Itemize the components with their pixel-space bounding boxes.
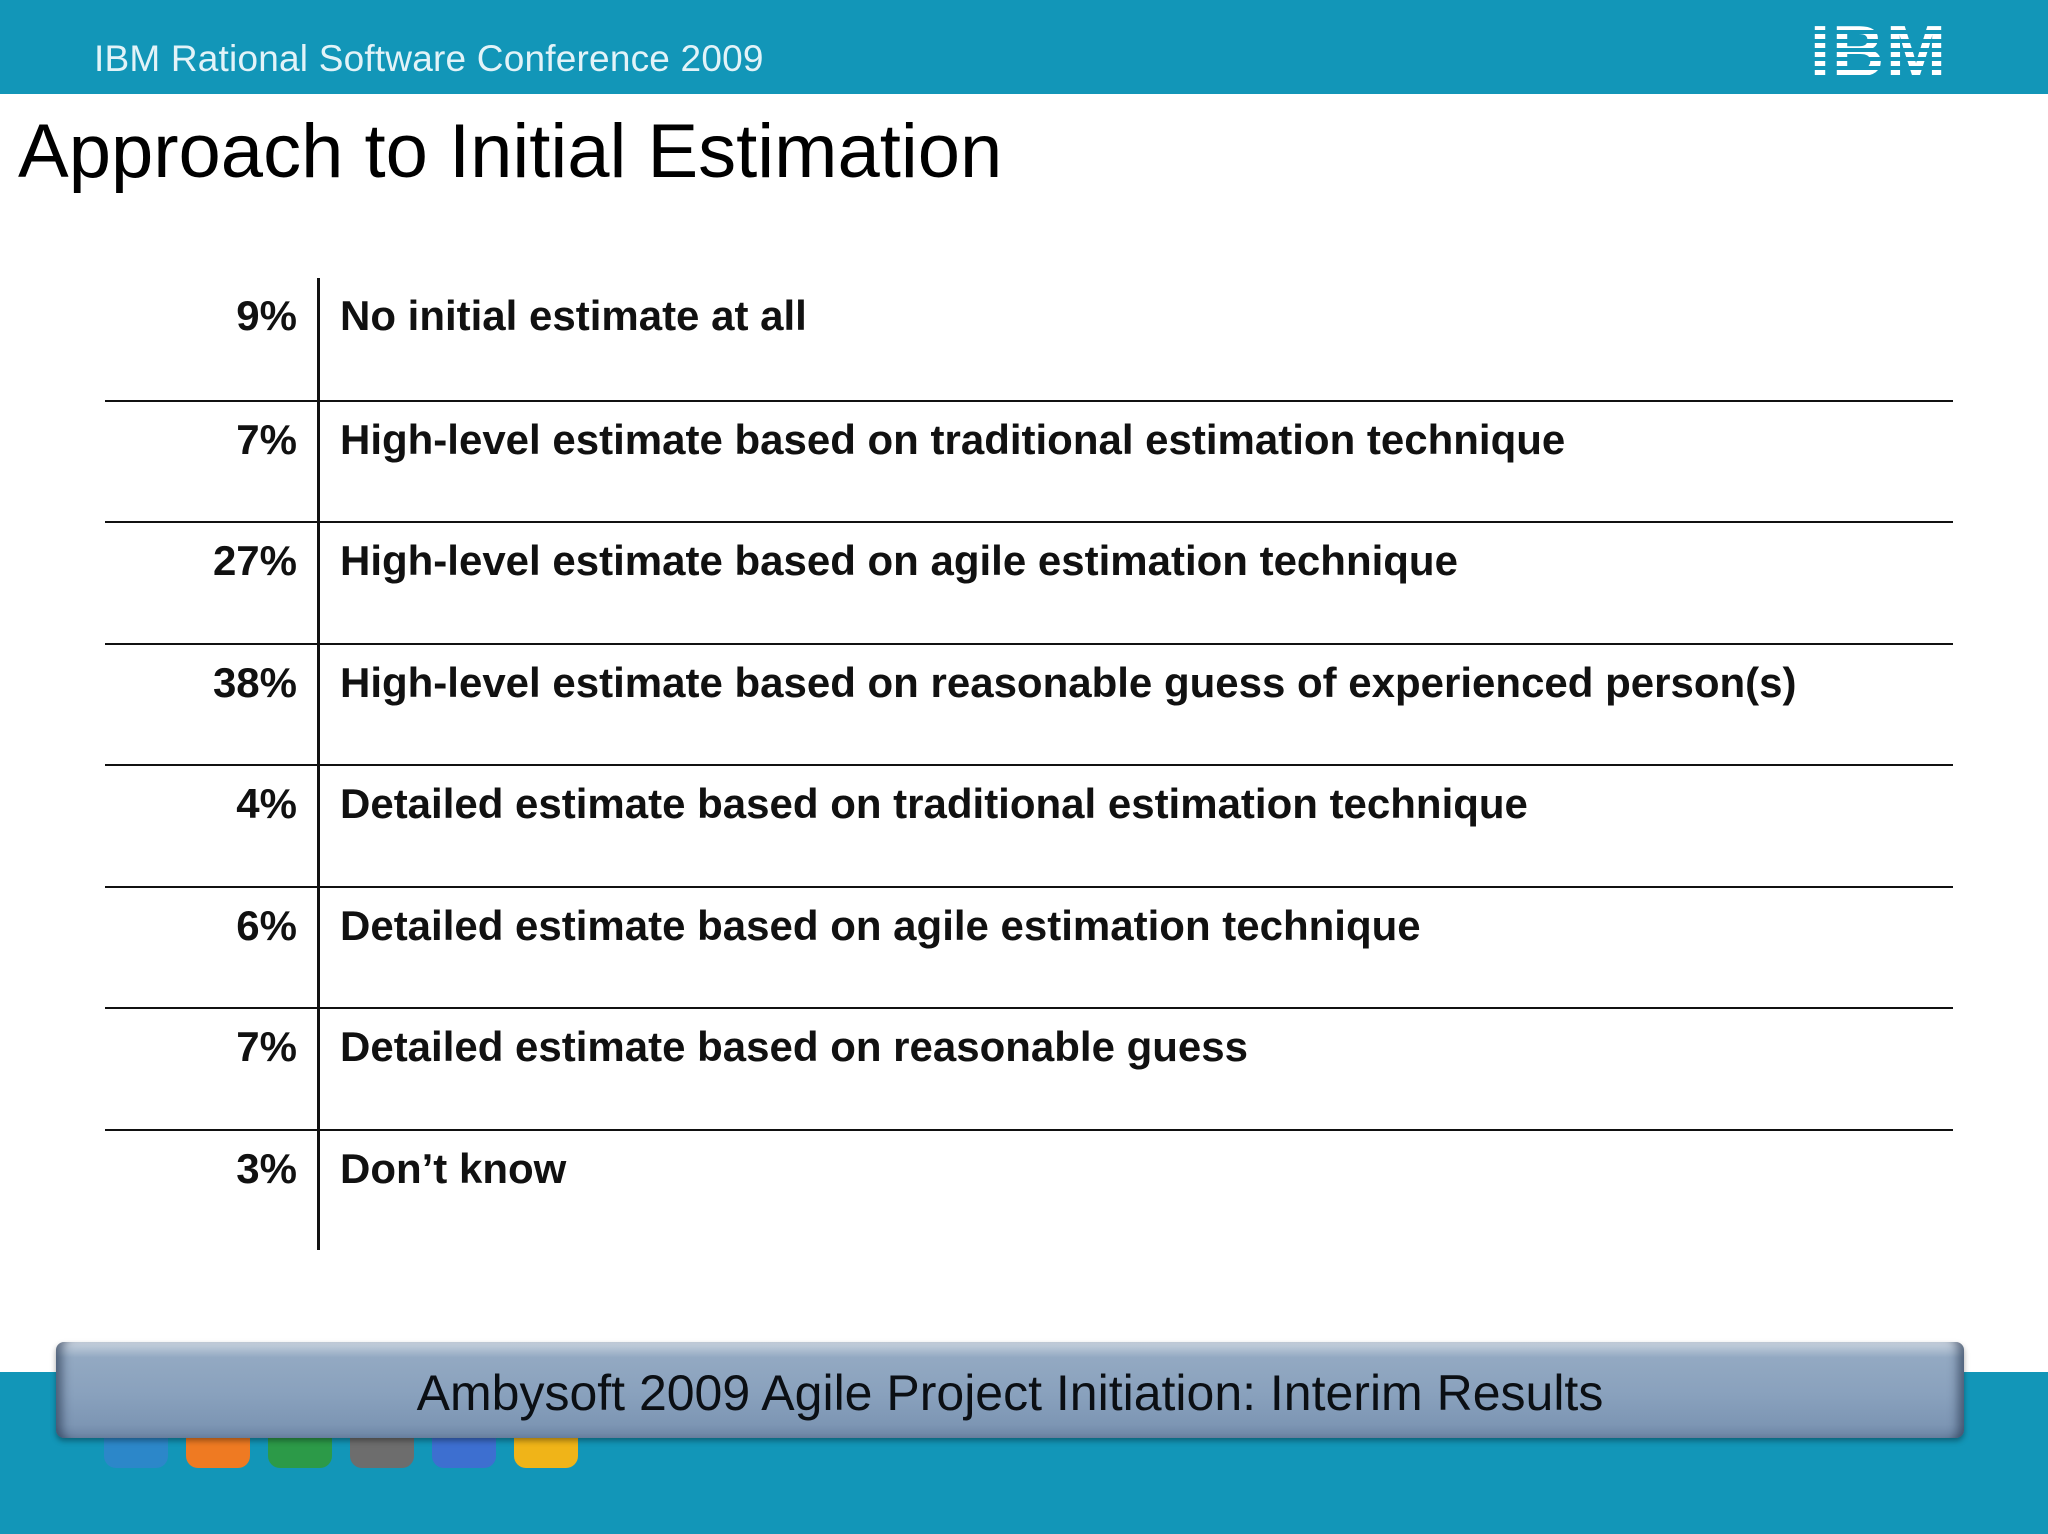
result-percent: 4% [236, 780, 297, 827]
result-label: Detailed estimate based on reasonable gu… [340, 1023, 1249, 1070]
result-row: 6% Detailed estimate based on agile estim… [105, 885, 1953, 1008]
header-bar: IBM Rational Software Conference 2009 IB… [0, 0, 2048, 94]
result-label: No initial estimate at all [340, 292, 807, 339]
result-percent: 9% [236, 292, 297, 339]
ibm-logo: IBM [1810, 16, 1948, 80]
conference-title: IBM Rational Software Conference 2009 [94, 38, 764, 79]
result-row: 3% Don’t know [105, 1128, 1953, 1251]
column-divider [317, 278, 320, 1250]
result-label: Detailed estimate based on traditional e… [340, 780, 1528, 827]
result-label: Don’t know [340, 1144, 567, 1192]
result-percent: 7% [236, 1023, 297, 1070]
footer-banner: Ambysoft 2009 Agile Project Initiation: … [56, 1342, 1964, 1438]
result-percent: 27% [212, 537, 297, 584]
result-label: High-level estimate based on agile estim… [340, 537, 1458, 584]
result-row: 7% High-level estimate based on tradition… [105, 399, 1953, 522]
svg-text:IBM: IBM [1810, 16, 1948, 80]
result-row: 9% No initial estimate at all [105, 278, 1953, 400]
slide-title: Approach to Initial Estimation [18, 109, 1003, 194]
result-percent: 7% [236, 415, 297, 463]
result-label: Detailed estimate based on agile estimat… [340, 901, 1421, 949]
result-row: 27% High-level estimate based on agile es… [105, 521, 1953, 643]
banner-text: Ambysoft 2009 Agile Project Initiation: … [416, 1365, 1604, 1421]
result-percent: 38% [212, 658, 297, 706]
result-percent: 6% [236, 901, 297, 949]
result-row: 4% Detailed estimate based on traditional… [105, 764, 1953, 886]
result-row: 38% High-level estimate based on reasonab… [105, 642, 1953, 765]
result-label: High-level estimate based on traditional… [340, 415, 1566, 463]
result-percent: 3% [236, 1144, 297, 1192]
result-row: 7% Detailed estimate based on reasonable … [105, 1007, 1953, 1129]
results-table: 9% No initial estimate at all 7% High-level… [105, 278, 1953, 1250]
result-label: High-level estimate based on reasonable … [340, 658, 1797, 706]
